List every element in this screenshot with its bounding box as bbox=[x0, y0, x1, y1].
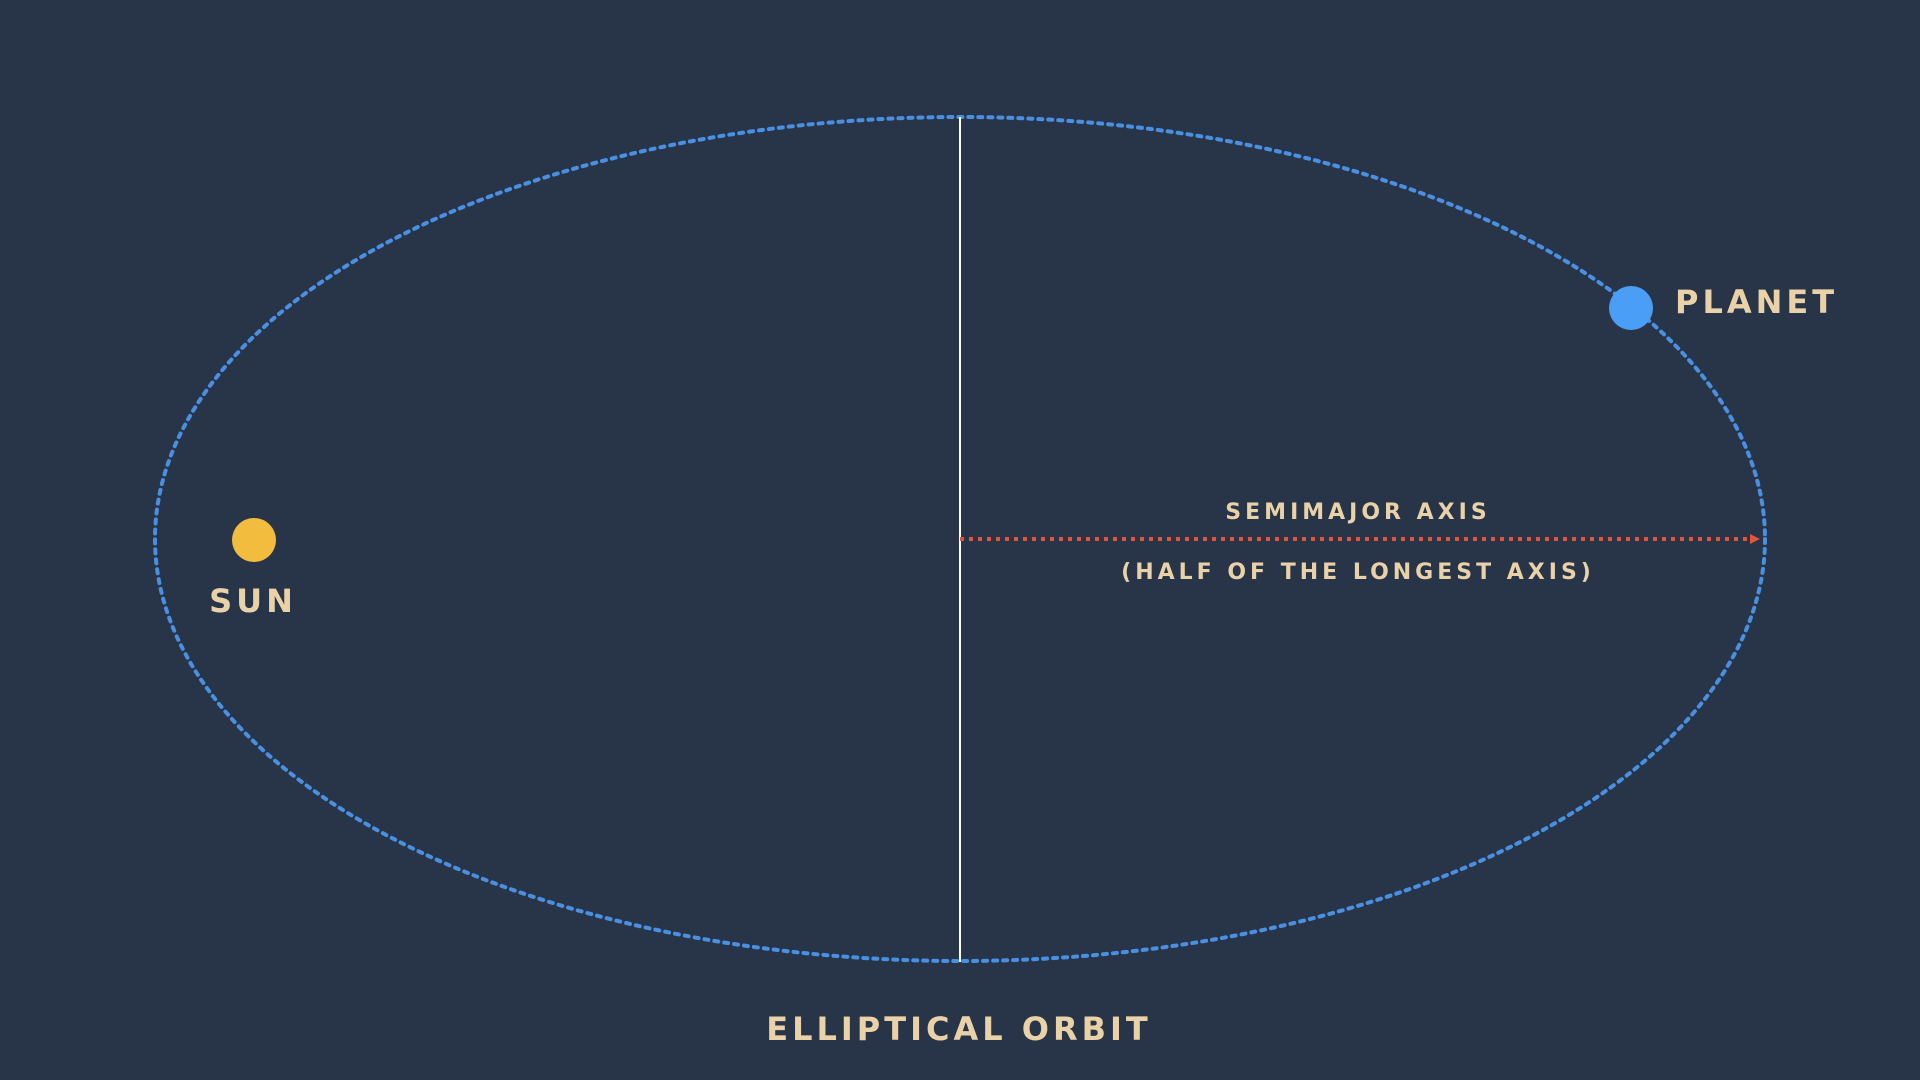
semimajor-axis-note: (HALF OF THE LONGEST AXIS) bbox=[1121, 560, 1595, 585]
planet-icon bbox=[1609, 286, 1653, 330]
sun-label: SUN bbox=[209, 582, 297, 620]
planet-label: PLANET bbox=[1675, 283, 1838, 321]
sun-icon bbox=[232, 518, 276, 562]
semimajor-axis-label: SEMIMAJOR AXIS bbox=[1225, 500, 1490, 525]
diagram-caption: ELLIPTICAL ORBIT bbox=[766, 1010, 1151, 1048]
